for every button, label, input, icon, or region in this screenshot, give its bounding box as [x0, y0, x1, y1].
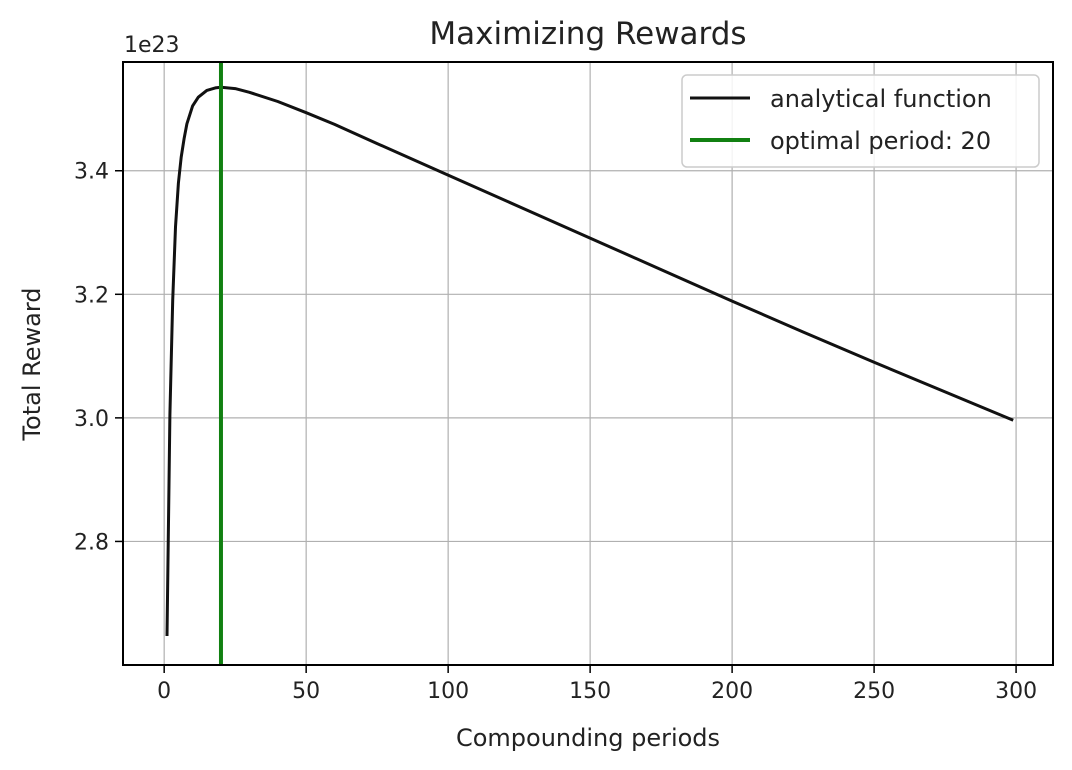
x-tick-label: 50 — [292, 679, 320, 704]
legend-label-optimal-period: optimal period: 20 — [770, 127, 991, 155]
x-tick-label: 150 — [569, 679, 611, 704]
legend-label-analytical-function: analytical function — [770, 85, 992, 113]
x-axis-ticks: 0 50 100 150 200 250 300 — [157, 665, 1037, 704]
legend-box — [681, 74, 1040, 168]
y-axis-ticks: 2.8 3.0 3.2 3.4 — [74, 160, 123, 555]
y-tick-label: 3.2 — [74, 283, 109, 308]
x-tick-label: 100 — [427, 679, 469, 704]
legend: analytical function optimal period: 20 — [681, 74, 1040, 168]
x-tick-label: 250 — [853, 679, 895, 704]
series-line-analytical-function — [165, 85, 1014, 637]
y-tick-label: 3.0 — [74, 407, 109, 432]
chart-title: Maximizing Rewards — [429, 16, 746, 52]
y-tick-label: 2.8 — [74, 530, 109, 555]
x-tick-label: 200 — [711, 679, 753, 704]
plot-area — [165, 62, 1014, 665]
x-tick-label: 300 — [995, 679, 1037, 704]
y-axis-label: Total Reward — [18, 287, 46, 441]
y-axis-offset-label: 1e23 — [124, 33, 180, 58]
plot-frame — [122, 61, 1054, 666]
y-tick-label: 3.4 — [74, 160, 109, 185]
x-tick-label: 0 — [157, 679, 171, 704]
x-axis-label: Compounding periods — [456, 724, 720, 752]
